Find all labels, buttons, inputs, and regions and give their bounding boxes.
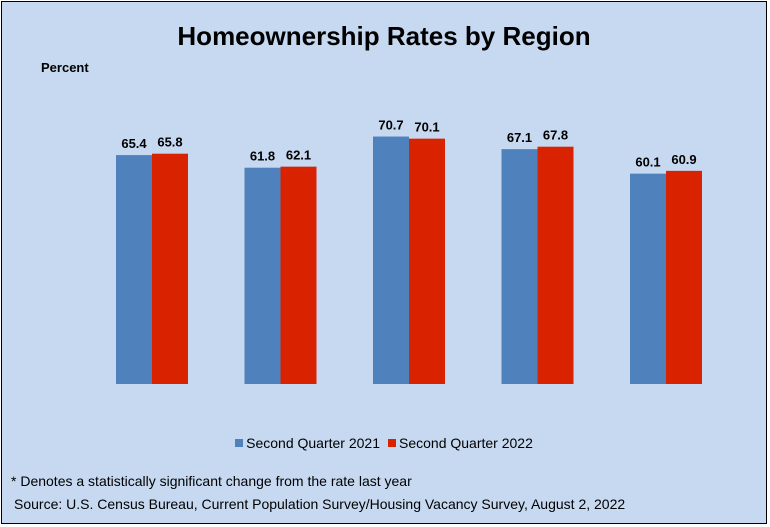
data-label-2022-group-4: 67.8	[543, 128, 568, 143]
legend-item-2021: Second Quarter 2021	[235, 435, 380, 451]
data-label-2021-group-5: 60.1	[635, 155, 660, 170]
data-label-2021-group-2: 61.8	[250, 149, 275, 164]
bar-2021-group-4	[501, 149, 538, 384]
bar-2022-group-4	[537, 146, 574, 384]
bar-2022-group-1	[152, 153, 188, 384]
legend-label-2022: Second Quarter 2022	[399, 435, 533, 451]
legend-label-2021: Second Quarter 2021	[246, 435, 380, 451]
data-label-2022-group-3: 70.1	[414, 120, 439, 135]
bar-2022-group-5	[666, 170, 702, 384]
bar-2021-group-5	[630, 173, 666, 384]
source-note: Source: U.S. Census Bureau, Current Popu…	[14, 496, 626, 512]
plot-area: 65.4 65.8 61.8 62.1 70.7 70.1 67.1 67.8 60.1 60.9	[116, 118, 702, 384]
bar-2021-group-1	[116, 155, 152, 384]
legend-swatch-2021	[235, 439, 244, 447]
data-label-2022-group-5: 60.9	[671, 152, 696, 167]
legend: Second Quarter 2021 Second Quarter 2022	[2, 435, 766, 451]
bar-2021-group-2	[244, 167, 281, 384]
bar-2021-group-3	[373, 136, 409, 384]
bar-2022-group-3	[409, 138, 445, 384]
data-label-2021-group-3: 70.7	[378, 118, 403, 133]
legend-swatch-2022	[388, 439, 396, 447]
y-axis-label: Percent	[41, 60, 89, 75]
data-label-2022-group-1: 65.8	[157, 135, 182, 150]
chart-title: Homeownership Rates by Region	[177, 21, 591, 51]
data-label-2021-group-1: 65.4	[121, 136, 147, 151]
footnote: * Denotes a statistically significant ch…	[11, 473, 412, 489]
data-label-2021-group-4: 67.1	[507, 130, 532, 145]
data-label-2022-group-2: 62.1	[286, 148, 311, 163]
bar-2022-group-2	[280, 166, 317, 384]
legend-item-2022: Second Quarter 2022	[388, 435, 533, 451]
